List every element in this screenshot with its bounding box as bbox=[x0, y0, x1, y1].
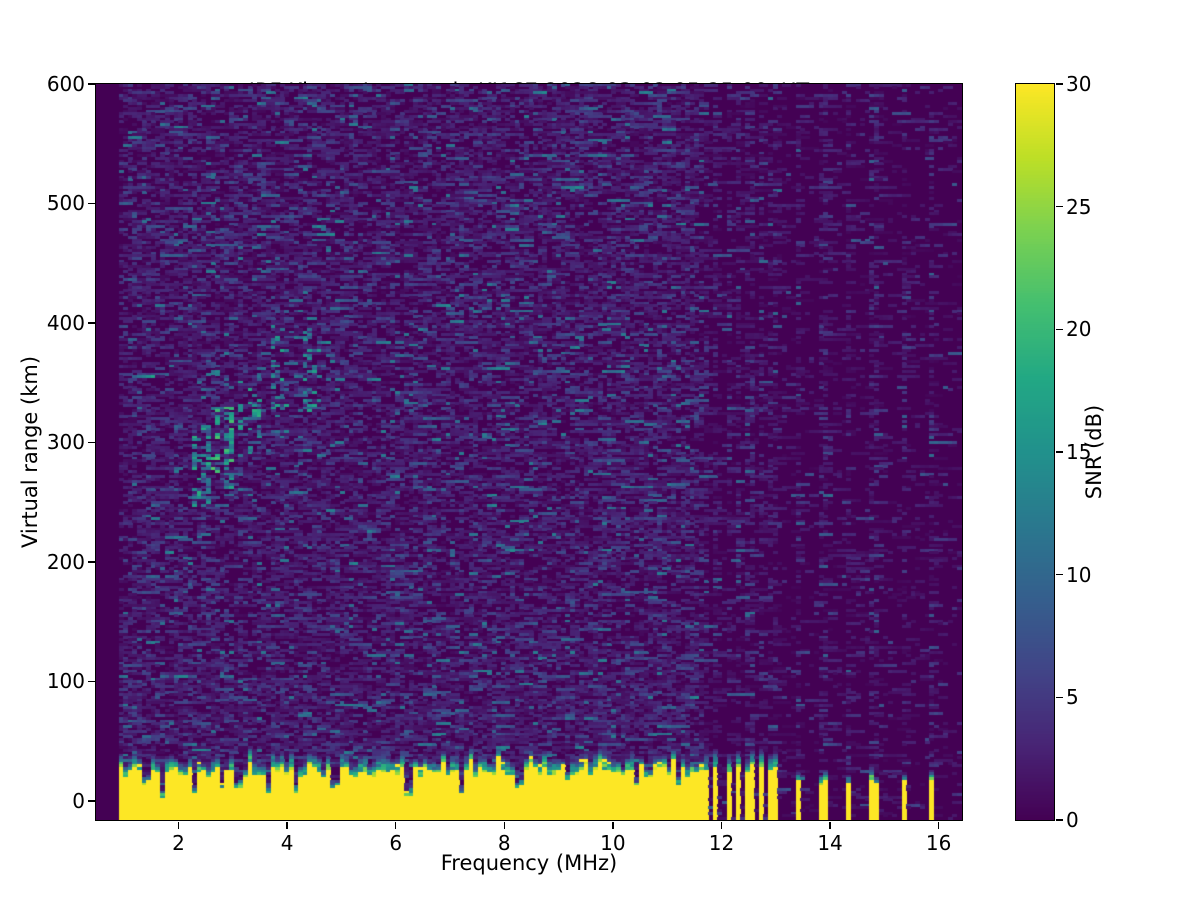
x-axis-label: Frequency (MHz) bbox=[440, 851, 618, 875]
x-tick-mark bbox=[503, 821, 506, 829]
colorbar-tick-label: 0 bbox=[1066, 808, 1079, 832]
y-tick-mark bbox=[87, 322, 95, 324]
x-tick-mark bbox=[612, 821, 614, 829]
y-tick-mark bbox=[87, 561, 95, 563]
y-tick-label: 0 bbox=[72, 788, 85, 813]
y-tick-mark bbox=[87, 441, 95, 444]
y-tick-label: 100 bbox=[46, 669, 85, 694]
colorbar-tick-label: 5 bbox=[1066, 685, 1079, 710]
y-tick-label: 200 bbox=[46, 549, 85, 574]
x-tick-label: 8 bbox=[497, 831, 511, 855]
y-tick-mark bbox=[87, 202, 95, 205]
colorbar-tick-label: 20 bbox=[1066, 317, 1092, 342]
colorbar-tick-mark bbox=[1055, 696, 1063, 699]
x-tick-mark bbox=[394, 821, 397, 829]
y-tick-mark bbox=[87, 800, 95, 802]
y-tick-label: 500 bbox=[46, 191, 85, 216]
colorbar-tick-label: 25 bbox=[1066, 194, 1092, 219]
colorbar-tick-mark bbox=[1055, 328, 1063, 331]
x-tick-mark bbox=[937, 821, 940, 829]
colorbar-tick-label: 15 bbox=[1066, 440, 1092, 464]
x-tick-label: 14 bbox=[817, 831, 843, 855]
colorbar-tick-label: 30 bbox=[1066, 72, 1092, 96]
ionogram-heatmap bbox=[94, 82, 963, 821]
colorbar-label: SNR (dB) bbox=[1082, 404, 1106, 500]
y-tick-label: 300 bbox=[46, 430, 85, 455]
colorbar-tick-label: 10 bbox=[1066, 562, 1092, 587]
x-tick-mark bbox=[286, 821, 288, 829]
x-tick-label: 10 bbox=[600, 831, 626, 855]
x-tick-label: 4 bbox=[280, 831, 294, 855]
x-tick-label: 6 bbox=[389, 831, 403, 855]
colorbar-tick-mark bbox=[1055, 205, 1063, 208]
colorbar-tick-mark bbox=[1055, 83, 1063, 85]
x-tick-label: 2 bbox=[172, 831, 185, 855]
x-tick-mark bbox=[829, 821, 831, 829]
y-tick-label: 600 bbox=[46, 72, 85, 96]
colorbar-tick-mark bbox=[1055, 819, 1063, 821]
colorbar bbox=[1014, 82, 1055, 821]
x-tick-mark bbox=[720, 821, 723, 829]
colorbar-tick-mark bbox=[1055, 573, 1063, 576]
y-tick-mark bbox=[87, 83, 95, 85]
x-tick-mark bbox=[177, 821, 180, 829]
y-tick-label: 400 bbox=[46, 310, 85, 335]
y-tick-mark bbox=[87, 680, 95, 683]
x-tick-label: 16 bbox=[925, 831, 952, 855]
x-tick-label: 12 bbox=[708, 831, 735, 855]
colorbar-tick-mark bbox=[1055, 451, 1063, 453]
